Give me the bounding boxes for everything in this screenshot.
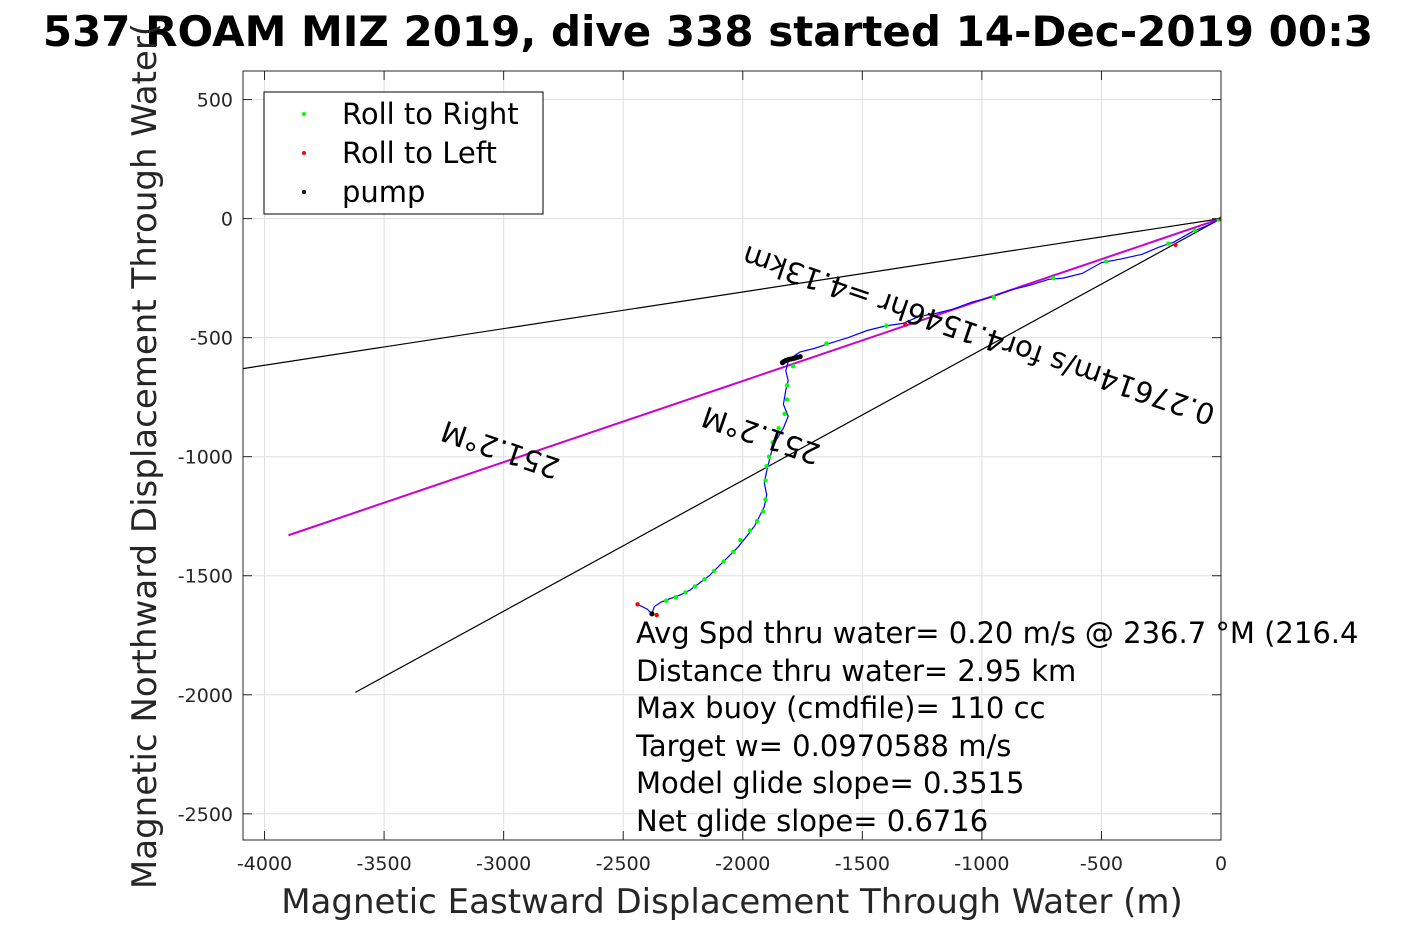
legend-label-roll-right: Roll to Right (342, 97, 519, 131)
roll-right-point (784, 383, 790, 388)
roll-right-point (702, 577, 707, 582)
roll-right-point (770, 440, 775, 445)
roll-right-point (776, 425, 781, 431)
x-tick-label: -2500 (596, 853, 651, 875)
roll-right-point (763, 478, 768, 483)
pump-point (649, 611, 655, 617)
info-avg-speed: Avg Spd thru water= 0.20 m/s @ 236.7 °M … (636, 616, 1358, 650)
axis-ticks (243, 71, 1222, 840)
reference-line-0 (243, 218, 1221, 370)
roll-right-point (824, 341, 829, 346)
y-tick-label: -500 (190, 328, 233, 350)
y-tick-label: 0 (221, 209, 233, 231)
roll-right-point (673, 594, 679, 600)
plot-frame (242, 70, 1222, 841)
y-tick-label: -1000 (178, 447, 233, 469)
roll-right-point (763, 497, 768, 502)
roll-right-point (754, 518, 760, 524)
roll-right-point (991, 294, 997, 300)
roll-right-point (782, 411, 787, 417)
reference-line-2 (288, 217, 1221, 537)
y-tick-label: -2500 (178, 804, 233, 826)
y-tick-label: 500 (197, 90, 233, 112)
chart-title: 537 ROAM MIZ 2019, dive 338 started 14-D… (43, 7, 1373, 56)
roll-left-point (654, 612, 659, 618)
roll-right-point (711, 568, 717, 574)
x-tick-label: 0 (1215, 853, 1227, 875)
roll-right-point (1192, 228, 1197, 233)
x-tick-label: -1000 (954, 853, 1009, 875)
roll-left-point (635, 602, 640, 607)
roll-right-point (1104, 259, 1109, 264)
legend-marker-roll-left (302, 151, 306, 155)
roll-right-point (766, 454, 772, 459)
roll-right-point (760, 509, 766, 514)
info-net-glide-slope: Net glide slope= 0.6716 (636, 804, 988, 838)
tick-labels: -4000 -3500 -3000 -2500 -2000 -1500 -1000 -500 0… (178, 90, 1227, 875)
x-tick-label: -2000 (715, 853, 770, 875)
roll-right-point (784, 397, 790, 402)
legend-label-roll-left: Roll to Left (342, 136, 497, 170)
roll-left-point (1173, 242, 1178, 247)
x-tick-label: -500 (1080, 853, 1123, 875)
info-panel: Avg Spd thru water= 0.20 m/s @ 236.7 °M … (635, 616, 1358, 838)
roll-right-point (721, 559, 726, 564)
roll-right-point (683, 590, 688, 595)
track-line (637, 218, 1221, 615)
info-target-w: Target w= 0.0970588 m/s (635, 729, 1011, 763)
x-tick-label: -3000 (476, 853, 531, 875)
info-distance: Distance thru water= 2.95 km (636, 654, 1076, 688)
y-tick-label: -1500 (178, 566, 233, 588)
plot-content (243, 216, 1221, 693)
x-tick-label: -1500 (835, 853, 890, 875)
info-model-glide-slope: Model glide slope= 0.3515 (636, 766, 1024, 800)
pump-point (779, 360, 786, 366)
info-max-buoy: Max buoy (cmdfile)= 110 cc (636, 691, 1045, 725)
roll-right-point (1166, 241, 1171, 246)
roll-right-point (1051, 275, 1056, 281)
roll-right-point (664, 598, 669, 603)
legend-marker-roll-right (302, 112, 306, 116)
roll-right-point (764, 464, 769, 469)
roll-right-point (747, 528, 753, 533)
x-axis-label: Magnetic Eastward Displacement Through W… (281, 882, 1183, 922)
reference-line-1 (355, 218, 1221, 693)
y-tick-label: -2000 (178, 685, 233, 707)
roll-right-point (884, 323, 889, 328)
roll-right-point (692, 584, 698, 589)
legend: Roll to Right Roll to Left pump (263, 91, 544, 215)
legend-marker-pump (302, 190, 306, 194)
roll-left-point (903, 322, 908, 327)
roll-right-point (790, 364, 796, 369)
roll-right-point (730, 549, 736, 555)
legend-box (263, 91, 544, 215)
y-axis-label: Magnetic Northward Displacement Through … (125, 23, 165, 889)
legend-label-pump: pump (342, 175, 425, 209)
roll-right-point (738, 537, 743, 543)
x-tick-label: -3500 (356, 853, 411, 875)
roll-right-point (919, 314, 925, 319)
x-tick-label: -4000 (237, 853, 292, 875)
